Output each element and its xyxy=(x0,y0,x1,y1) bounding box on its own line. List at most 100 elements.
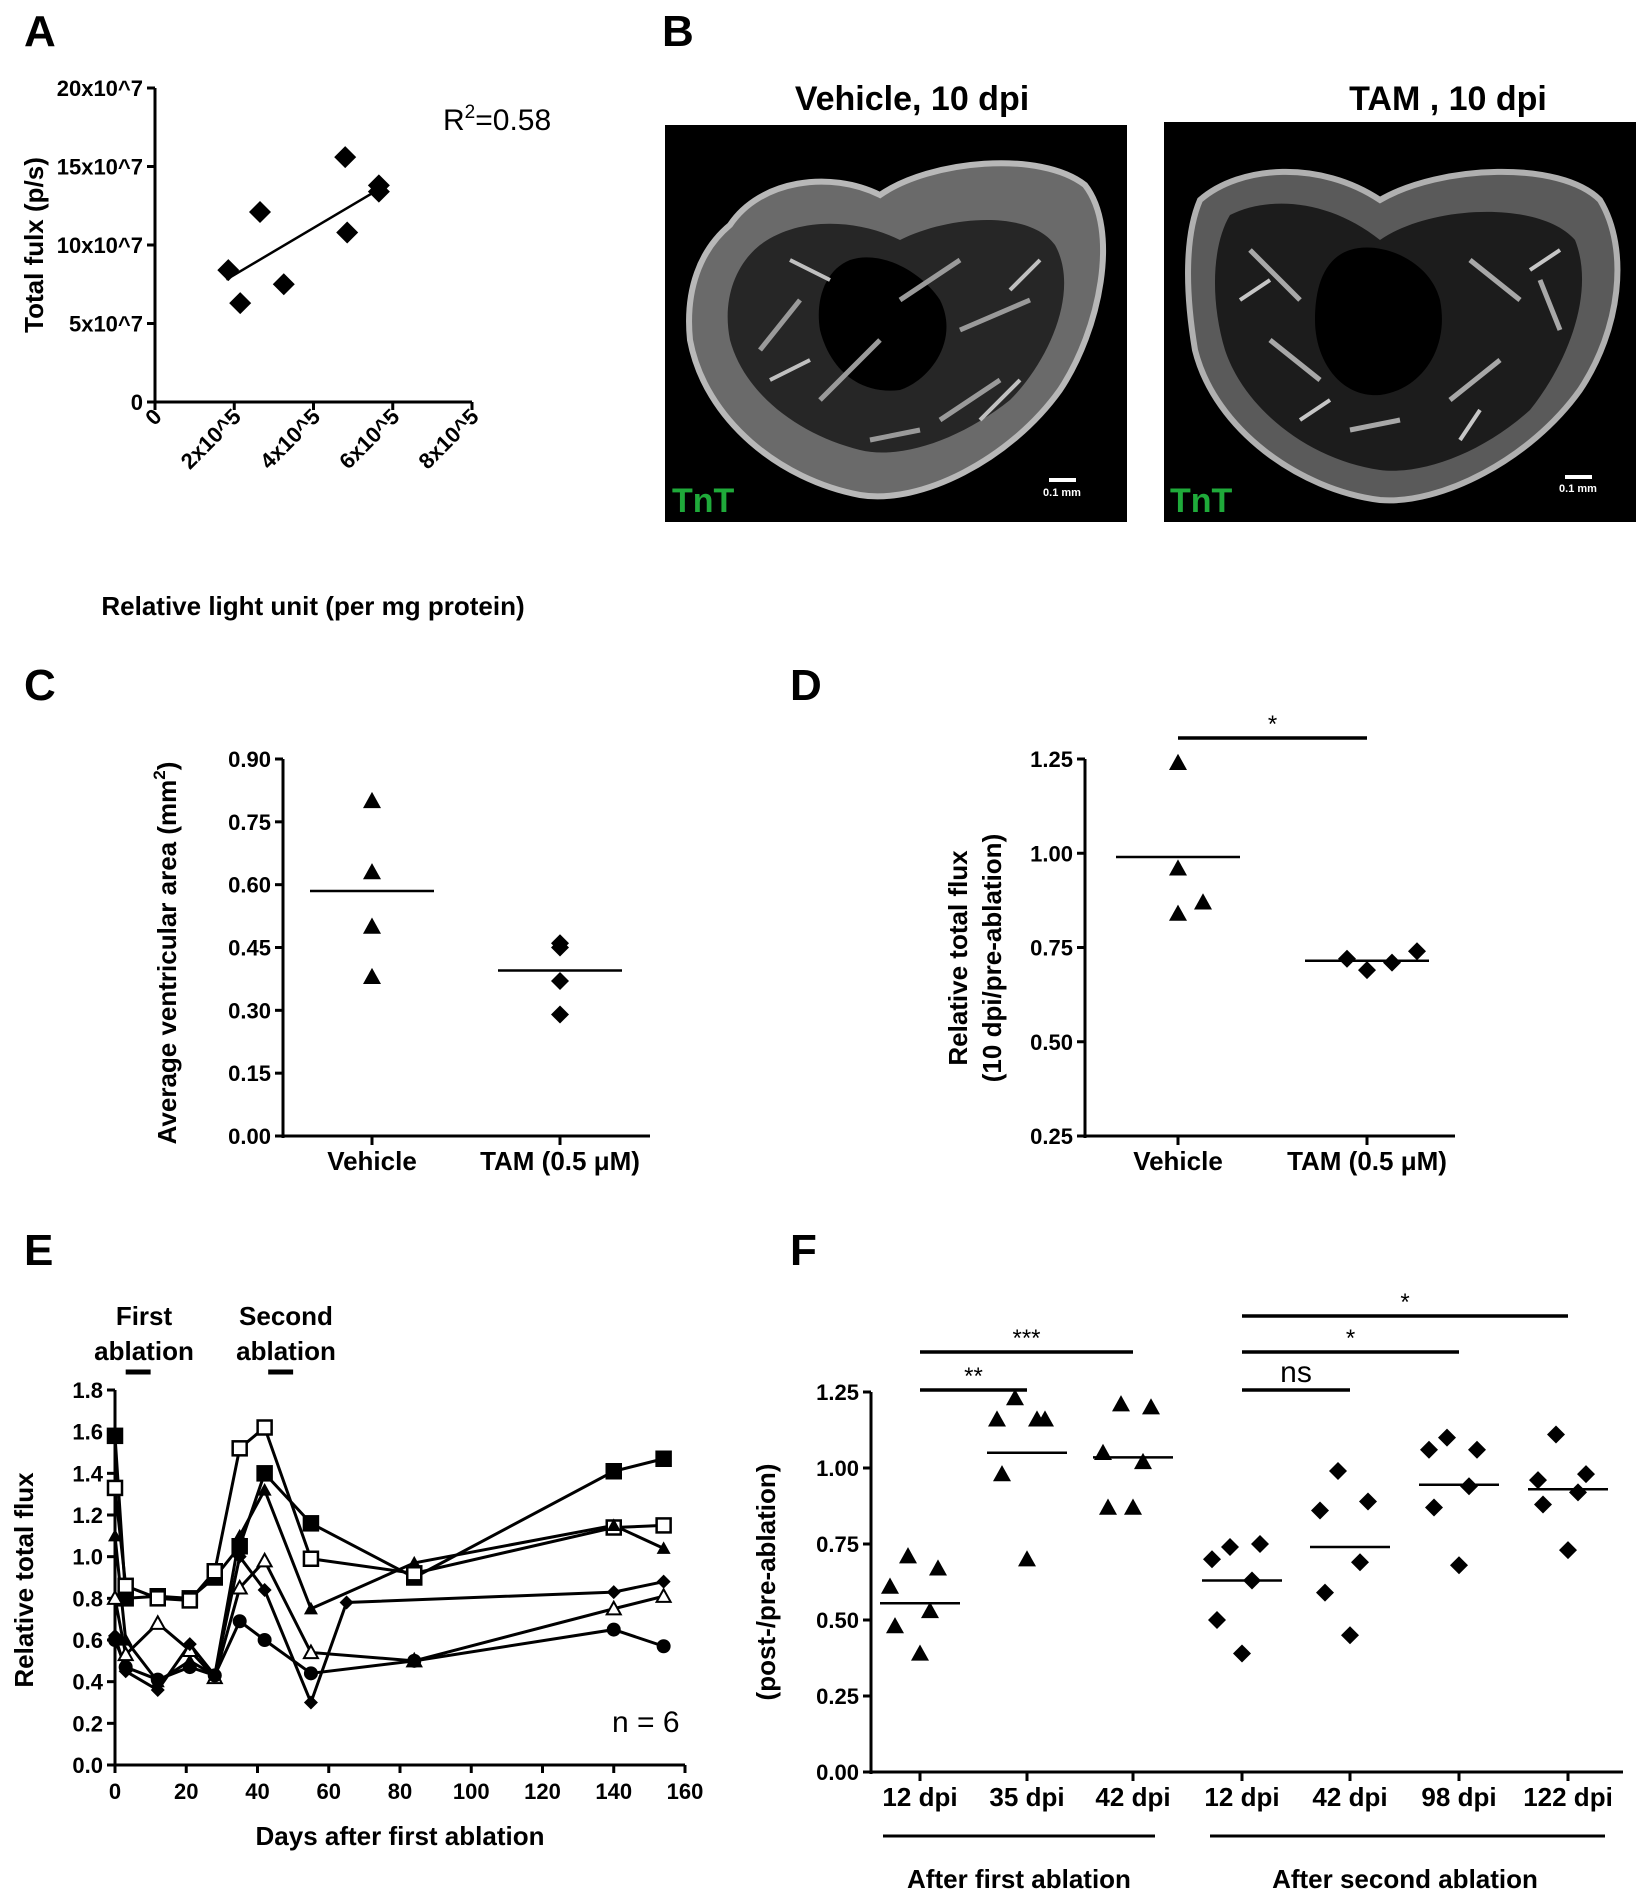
series-marker xyxy=(303,1601,318,1615)
data-point xyxy=(1203,1550,1221,1569)
y-tick-label: 1.00 xyxy=(1030,841,1073,866)
series-marker xyxy=(182,1637,197,1652)
y-tick-label: 0.50 xyxy=(1030,1030,1073,1055)
y-axis-title: (post-/pre-ablation) xyxy=(751,1464,781,1701)
y-tick-label: 0.75 xyxy=(1030,936,1073,961)
scale-label-vehicle: 0.1 mm xyxy=(1043,487,1081,499)
data-point xyxy=(551,972,569,991)
panel-letter-b: B xyxy=(662,7,694,56)
series-marker xyxy=(606,1585,621,1600)
y-tick-label: 0.25 xyxy=(1030,1124,1073,1149)
x-tick-label: 120 xyxy=(524,1779,561,1804)
data-point xyxy=(1251,1535,1269,1553)
series-marker xyxy=(606,1518,621,1532)
first-ablation-label-line1: First xyxy=(116,1301,173,1331)
panel-f-dotplot: 0.00 0.25 0.50 0.75 1.00 1.25 12 dpi 35 dpi 42 d… xyxy=(751,1289,1623,1838)
series-marker xyxy=(117,1577,134,1595)
data-point xyxy=(1338,949,1356,968)
series-marker xyxy=(182,1660,197,1675)
panel-letter-a: A xyxy=(24,7,56,56)
series-marker xyxy=(407,1653,422,1668)
panel-b-images: Vehicle, 10 dpi TAM , 10 dpi TnT TnT 0.1… xyxy=(665,80,1636,522)
data-point xyxy=(1547,1425,1565,1444)
x-tick-label: 80 xyxy=(388,1779,412,1804)
data-point xyxy=(363,791,381,809)
y-tick-label: 0.50 xyxy=(816,1608,859,1633)
data-point xyxy=(1028,1410,1046,1427)
x-axis-title: Days after first ablation xyxy=(256,1821,545,1851)
data-point xyxy=(336,221,359,244)
series-marker xyxy=(303,1695,318,1710)
category-label: TAM (0.5 μM) xyxy=(480,1146,640,1176)
data-point xyxy=(1438,1428,1456,1447)
data-point xyxy=(1559,1541,1577,1560)
data-point xyxy=(249,201,272,224)
series-marker xyxy=(655,1450,672,1467)
significance-label: ** xyxy=(964,1363,983,1390)
category-label: 98 dpi xyxy=(1421,1782,1496,1812)
series-marker xyxy=(257,1583,272,1597)
x-tick-label: 60 xyxy=(317,1779,341,1804)
data-point xyxy=(1341,1626,1359,1645)
significance-label: *** xyxy=(1012,1325,1040,1352)
data-point xyxy=(1460,1477,1478,1496)
heart-section-vehicle xyxy=(686,160,1107,500)
stain-label-tam: TnT xyxy=(1170,482,1233,520)
y-tick-label: 1.4 xyxy=(72,1461,103,1486)
category-label: 12 dpi xyxy=(1204,1782,1279,1812)
scale-bar-tam xyxy=(1565,475,1592,479)
y-tick-label: 1.6 xyxy=(72,1420,103,1445)
data-point xyxy=(1233,1644,1251,1663)
category-label: 42 dpi xyxy=(1095,1782,1170,1812)
category-label: Vehicle xyxy=(327,1146,417,1176)
series-marker xyxy=(303,1666,318,1681)
panel-a-scatter: 0 5x10^7 10x10^7 15x10^7 20x10^7 0 2x10^5 4x10^… xyxy=(19,76,525,621)
series-marker xyxy=(256,1419,273,1436)
series-marker xyxy=(106,1589,124,1605)
y-tick-label: 0.2 xyxy=(72,1711,103,1736)
series-marker xyxy=(257,1633,272,1647)
data-point xyxy=(1006,1389,1024,1406)
category-label: Vehicle xyxy=(1133,1146,1223,1176)
data-point xyxy=(229,292,252,315)
series-marker xyxy=(207,1668,222,1683)
y-tick-label: 15x10^7 xyxy=(57,155,143,180)
y-tick-label: 0.90 xyxy=(228,747,271,772)
category-label: TAM (0.5 μM) xyxy=(1287,1146,1447,1176)
data-point xyxy=(899,1547,917,1564)
y-tick-label: 10x10^7 xyxy=(57,233,143,258)
y-tick-label: 1.00 xyxy=(816,1456,859,1481)
panel-letter-c: C xyxy=(24,661,56,710)
data-point xyxy=(1329,1462,1347,1481)
data-point xyxy=(1420,1440,1438,1459)
data-point xyxy=(1208,1611,1226,1629)
panel-c-ylabel: Average ventricular area (mm2) xyxy=(150,762,182,1145)
data-point xyxy=(1359,1492,1377,1511)
series-marker xyxy=(150,1683,165,1697)
x-tick-label: 2x10^5 xyxy=(176,404,246,474)
x-tick-label: 160 xyxy=(667,1779,704,1804)
y-tick-label: 1.0 xyxy=(72,1545,103,1570)
y-tick-label: 1.25 xyxy=(1030,747,1073,772)
panel-letter-e: E xyxy=(24,1226,53,1275)
data-point xyxy=(1529,1471,1547,1490)
panel-d-dotplot: 0.25 0.50 0.75 1.00 1.25 Vehicle TAM (0.5 μM) * xyxy=(1030,711,1455,1176)
panel-c-ylabel-main: Average ventricular area (mm xyxy=(152,780,182,1145)
y-axis-title: Total fulx (p/s) xyxy=(19,157,49,333)
series-marker xyxy=(257,1483,272,1496)
significance-label: * xyxy=(1346,1325,1355,1352)
series-marker xyxy=(256,1465,273,1482)
y-tick-label: 0.00 xyxy=(228,1124,271,1149)
sample-size-label: n = 6 xyxy=(612,1706,680,1739)
y-tick-label: 0.00 xyxy=(816,1760,859,1785)
x-axis-title: Relative light unit (per mg protein) xyxy=(101,591,524,621)
data-point xyxy=(1569,1483,1587,1502)
data-point xyxy=(921,1601,939,1619)
y-tick-label: 0.25 xyxy=(816,1684,859,1709)
series-marker xyxy=(656,1541,671,1554)
panel-letter-f: F xyxy=(790,1226,817,1275)
category-label: 122 dpi xyxy=(1523,1782,1613,1812)
series-marker xyxy=(232,1549,247,1564)
data-point xyxy=(1577,1465,1595,1484)
